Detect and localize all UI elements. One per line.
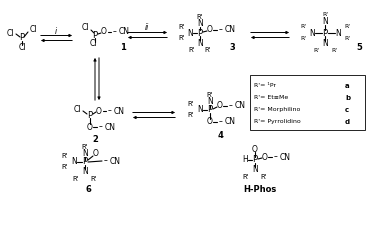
Text: O: O <box>101 27 107 36</box>
Text: Cl: Cl <box>18 43 26 52</box>
Text: R': R' <box>62 164 68 170</box>
Text: H-Phos: H-Phos <box>243 185 276 194</box>
Text: R': R' <box>188 112 194 118</box>
Text: R': R' <box>205 47 211 53</box>
Text: P: P <box>252 155 258 164</box>
Text: 3: 3 <box>229 43 235 52</box>
Text: CN: CN <box>119 27 129 36</box>
Text: N: N <box>187 29 193 38</box>
Text: R'= Morphilino: R'= Morphilino <box>254 107 300 112</box>
Text: P: P <box>88 110 93 119</box>
Text: R': R' <box>300 25 306 29</box>
Text: CN: CN <box>235 101 245 110</box>
Text: O: O <box>207 117 213 126</box>
Text: Cl: Cl <box>7 29 14 38</box>
Text: –: – <box>219 117 223 126</box>
Text: N: N <box>82 149 88 158</box>
Text: N: N <box>252 166 258 175</box>
Text: N: N <box>71 158 77 166</box>
Text: H: H <box>242 155 248 164</box>
Text: 2: 2 <box>92 135 98 144</box>
Text: O: O <box>93 149 99 158</box>
Text: N: N <box>82 167 88 176</box>
Text: N: N <box>197 106 203 115</box>
Text: ii: ii <box>145 23 149 32</box>
Text: R': R' <box>243 174 249 180</box>
Text: Cl: Cl <box>81 23 89 32</box>
Text: CN: CN <box>280 153 291 162</box>
Text: N: N <box>197 20 203 29</box>
Text: –: – <box>219 25 223 34</box>
Text: P: P <box>93 31 98 40</box>
Text: Cl: Cl <box>89 40 97 49</box>
Text: 4: 4 <box>217 130 223 140</box>
Text: R': R' <box>344 25 350 29</box>
Text: N: N <box>322 18 328 27</box>
Text: Cl: Cl <box>30 25 38 34</box>
Text: a: a <box>345 83 349 89</box>
Text: O: O <box>252 144 258 153</box>
Text: N: N <box>207 97 213 106</box>
Text: CN: CN <box>114 106 124 115</box>
Text: –: – <box>108 106 112 115</box>
Text: O: O <box>87 122 93 131</box>
Text: 1: 1 <box>120 43 126 52</box>
Text: R': R' <box>331 49 337 54</box>
Text: 6: 6 <box>85 185 91 194</box>
Text: R': R' <box>300 36 306 40</box>
Text: R'= Et≡Me: R'= Et≡Me <box>254 95 288 100</box>
Text: R'= ¹Pr: R'= ¹Pr <box>254 83 276 88</box>
Text: d: d <box>345 119 350 125</box>
Text: P: P <box>323 29 328 38</box>
Text: R': R' <box>179 24 185 30</box>
Text: b: b <box>345 95 350 101</box>
Text: c: c <box>345 107 349 113</box>
Text: –: – <box>229 101 233 110</box>
Text: R': R' <box>188 101 194 107</box>
Text: R': R' <box>73 176 79 182</box>
Text: –: – <box>274 153 278 162</box>
Text: CN: CN <box>104 122 116 131</box>
Text: R': R' <box>82 144 88 150</box>
Text: R': R' <box>261 174 267 180</box>
Text: O: O <box>262 153 268 162</box>
Text: R': R' <box>197 14 203 20</box>
Text: R': R' <box>322 13 328 18</box>
Text: CN: CN <box>225 25 235 34</box>
Text: N: N <box>197 38 203 47</box>
Text: N: N <box>335 29 341 38</box>
Text: O: O <box>207 25 213 34</box>
Text: P: P <box>83 158 88 166</box>
Text: R': R' <box>313 49 319 54</box>
Bar <box>250 75 365 130</box>
Text: N: N <box>309 29 315 38</box>
Text: P: P <box>20 34 25 43</box>
Text: i: i <box>55 27 57 36</box>
Text: N: N <box>322 40 328 49</box>
Text: R': R' <box>189 47 195 53</box>
Text: R'= Pyrrolidino: R'= Pyrrolidino <box>254 119 301 124</box>
Text: –: – <box>104 157 108 166</box>
Text: R': R' <box>62 153 68 159</box>
Text: P: P <box>197 29 203 38</box>
Text: CN: CN <box>225 117 235 126</box>
Text: Cl: Cl <box>73 106 81 115</box>
Text: R': R' <box>344 36 350 40</box>
Text: O: O <box>217 101 223 110</box>
Text: P: P <box>207 106 213 115</box>
Text: R': R' <box>179 35 185 41</box>
Text: R': R' <box>207 92 214 98</box>
Text: –: – <box>99 122 103 131</box>
Text: R': R' <box>91 176 97 182</box>
Text: CN: CN <box>109 157 121 166</box>
Text: 5: 5 <box>356 43 362 52</box>
Text: O: O <box>96 106 102 115</box>
Text: –: – <box>113 27 117 36</box>
